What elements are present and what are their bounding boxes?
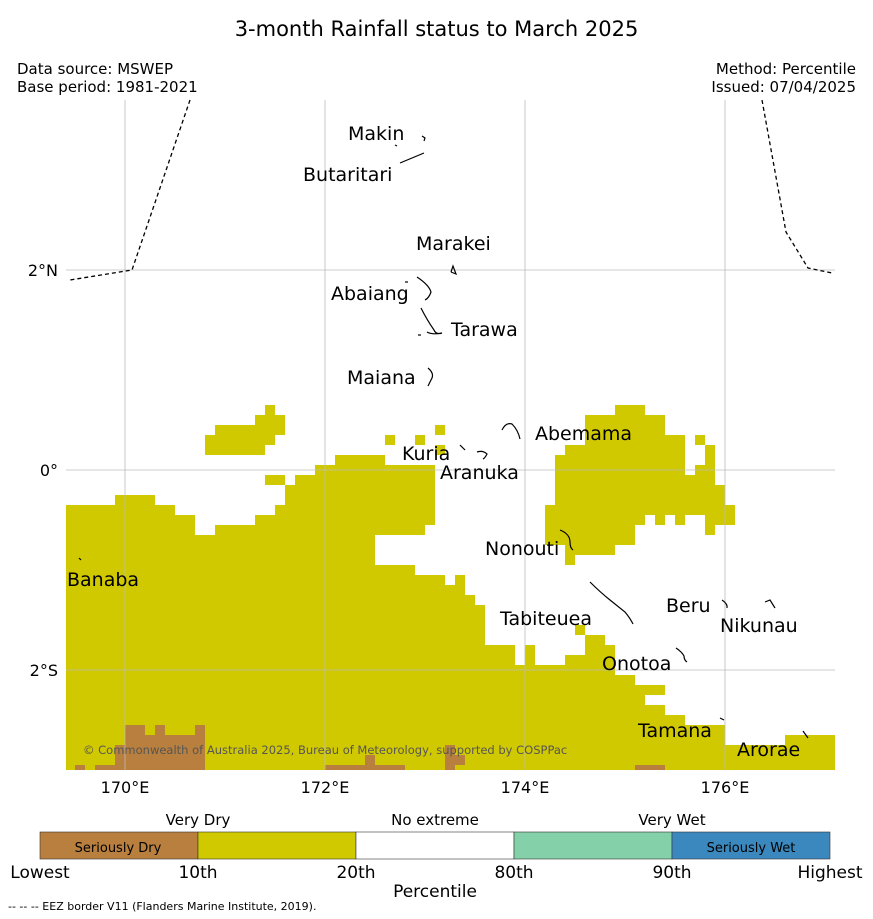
island-label-tamana: Tamana: [637, 720, 712, 742]
island-labels: Makin Butaritari Marakei Abaiang Tarawa …: [67, 123, 800, 761]
threshold-label: Lowest: [10, 863, 70, 883]
lat-tick: 2°N: [28, 261, 58, 280]
lon-tick: 172°E: [301, 778, 350, 797]
threshold-label: Highest: [797, 863, 862, 883]
island-label-tabiteuea: Tabiteuea: [499, 608, 592, 630]
legend-swatch-seriously-wet: [671, 831, 831, 860]
very-dry-region-main: [66, 455, 835, 770]
issued-date-text: Issued: 07/04/2025: [711, 78, 856, 96]
base-period-text: Base period: 1981-2021: [17, 78, 198, 96]
lon-tick-labels: 170°E 172°E 174°E 176°E: [101, 778, 750, 797]
legend-swatch-seriously-dry: [39, 831, 199, 860]
lon-tick: 170°E: [101, 778, 150, 797]
legend-swatch-very-dry: [197, 831, 357, 860]
legend-group-labels: Very Dry No extreme Very Wet: [166, 811, 706, 829]
island-outlines: [78, 135, 809, 739]
eez-footnote: -- -- -- EEZ border V11 (Flanders Marine…: [8, 900, 317, 913]
island-label-abemama: Abemama: [535, 423, 632, 445]
legend-very-wet-label: Very Wet: [638, 811, 705, 829]
island-label-makin: Makin: [348, 123, 404, 145]
island-label-maiana: Maiana: [347, 367, 416, 389]
island-label-beru: Beru: [666, 595, 711, 617]
very-dry-region-east: [545, 405, 735, 565]
legend-axis-label: Percentile: [393, 882, 477, 902]
graticule: [66, 100, 835, 770]
seriously-dry-region-west: [115, 725, 205, 770]
island-label-abaiang: Abaiang: [331, 283, 409, 305]
island-label-banaba: Banaba: [67, 569, 139, 591]
copyright-text: © Commonwealth of Australia 2025, Bureau…: [83, 743, 567, 757]
island-label-nikunau: Nikunau: [720, 615, 798, 637]
legend-swatch-no-extreme: [355, 831, 515, 860]
legend-colorbar: Seriously Dry Seriously Wet: [39, 831, 831, 860]
threshold-label: 10th: [178, 863, 217, 883]
lat-tick: 0°: [40, 461, 58, 480]
rainfall-fill-layer: [66, 405, 835, 770]
island-label-marakei: Marakei: [416, 233, 491, 255]
lon-tick: 174°E: [501, 778, 550, 797]
legend-seriously-wet-label: Seriously Wet: [707, 841, 796, 856]
island-label-kuria: Kuria: [402, 443, 450, 465]
data-source-text: Data source: MSWEP: [17, 60, 174, 78]
island-label-butaritari: Butaritari: [303, 164, 392, 186]
island-label-arorae: Arorae: [737, 739, 800, 761]
island-label-tarawa: Tarawa: [450, 319, 518, 341]
lat-tick: 2°S: [30, 661, 58, 680]
lat-tick-labels: 2°N 0° 2°S: [28, 261, 58, 680]
very-dry-region-north: [205, 405, 285, 455]
threshold-label: 90th: [652, 863, 691, 883]
island-label-aranuka: Aranuka: [440, 462, 519, 484]
legend-thresholds: Lowest 10th 20th 80th 90th Highest: [10, 863, 863, 883]
method-text: Method: Percentile: [715, 60, 856, 78]
lon-tick: 176°E: [701, 778, 750, 797]
threshold-label: 80th: [494, 863, 533, 883]
legend-no-extreme-label: No extreme: [391, 811, 479, 829]
legend-very-dry-label: Very Dry: [166, 811, 231, 829]
legend-seriously-dry-label: Seriously Dry: [75, 841, 162, 856]
threshold-label: 20th: [336, 863, 375, 883]
map-title: 3-month Rainfall status to March 2025: [234, 17, 639, 41]
island-label-onotoa: Onotoa: [602, 653, 671, 675]
eez-border: [69, 99, 833, 281]
island-label-nonouti: Nonouti: [485, 538, 559, 560]
legend-swatch-very-wet: [513, 831, 673, 860]
